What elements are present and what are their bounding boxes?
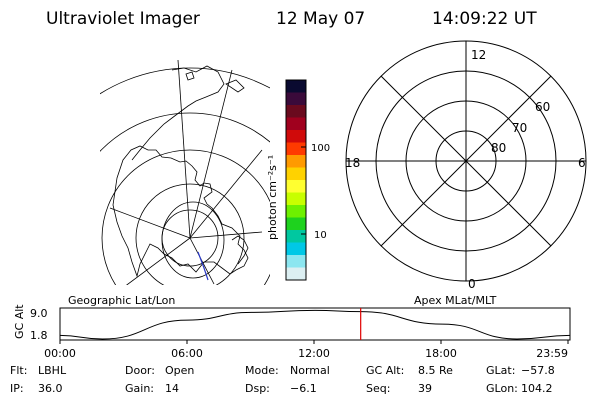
geo-lat-circle bbox=[135, 183, 245, 285]
geo-meridian bbox=[126, 237, 191, 285]
status-field-value: Open bbox=[165, 364, 194, 377]
altitude-xtick-label: 12:00 bbox=[298, 347, 330, 360]
mlat-label-80: 80 bbox=[491, 141, 506, 155]
mlt-label-0: 0 bbox=[468, 277, 476, 291]
colorbar-band bbox=[286, 105, 306, 118]
status-field-key: Flt: bbox=[10, 364, 27, 377]
geo-lat-circle bbox=[100, 112, 270, 152]
time-label: 14:09:22 UT bbox=[432, 9, 537, 29]
altitude-axis-label: GC Alt bbox=[13, 304, 26, 339]
geo-panel-label: Geographic Lat/Lon bbox=[68, 294, 175, 307]
status-field-value: 8.5 Re bbox=[418, 364, 453, 377]
altitude-xtick-label: 23:59 bbox=[536, 347, 568, 360]
colorbar-band bbox=[286, 167, 306, 181]
colorbar-band bbox=[286, 205, 306, 218]
altitude-xtick-label: 00:00 bbox=[44, 347, 76, 360]
colorbar-band bbox=[286, 80, 306, 93]
date-label: 12 May 07 bbox=[276, 9, 365, 29]
status-field-value: −57.8 bbox=[521, 364, 555, 377]
status-field-value: 14 bbox=[165, 382, 179, 395]
altitude-x-ticks: 00:00 06:00 12:00 18:00 23:59 bbox=[44, 340, 569, 360]
altitude-chart bbox=[59, 307, 571, 341]
colorbar-band bbox=[286, 217, 306, 231]
spacecraft-track bbox=[197, 251, 209, 281]
colorbar-band bbox=[286, 180, 306, 193]
colorbar-tick-label: 10 bbox=[314, 230, 327, 241]
geo-meridian bbox=[189, 149, 263, 239]
altitude-series-line bbox=[59, 309, 571, 340]
colorbar-band bbox=[286, 255, 306, 268]
colorbar-band bbox=[286, 267, 306, 281]
apex-polar-plot bbox=[345, 40, 587, 282]
coastline bbox=[231, 235, 249, 265]
status-field-key: IP: bbox=[10, 382, 24, 395]
coastline bbox=[112, 145, 249, 278]
altitude-chart-frame bbox=[59, 307, 571, 341]
status-field-value: LBHL bbox=[38, 364, 67, 377]
status-field-key: GLon: bbox=[486, 382, 518, 395]
mlat-label-70: 70 bbox=[512, 121, 527, 135]
geographic-map bbox=[100, 59, 270, 285]
colorbar-band bbox=[286, 192, 306, 206]
status-field-key: Dsp: bbox=[245, 382, 270, 395]
geo-meridian bbox=[189, 69, 233, 239]
colorbar-tick-label: 100 bbox=[311, 143, 330, 154]
colorbar-band bbox=[286, 130, 306, 143]
mlt-label-12: 12 bbox=[471, 48, 486, 62]
status-field-value: 39 bbox=[418, 382, 432, 395]
colorbar-band bbox=[286, 142, 306, 156]
geo-lat-circle bbox=[100, 67, 270, 95]
status-footer: Flt: LBHL Door: Open Mode: Normal GC Alt: 8.5 R… bbox=[10, 364, 555, 395]
coastline bbox=[225, 79, 245, 93]
status-field-key: Mode: bbox=[245, 364, 279, 377]
colorbar-band bbox=[286, 92, 306, 106]
status-field-key: Door: bbox=[125, 364, 155, 377]
altitude-ytick: 1.8 bbox=[30, 329, 48, 342]
mlt-label-6: 6 bbox=[578, 156, 586, 170]
status-field-key: Seq: bbox=[366, 382, 390, 395]
instrument-title: Ultraviolet Imager bbox=[46, 9, 200, 29]
status-field-key: Gain: bbox=[125, 382, 154, 395]
colorbar-band bbox=[286, 155, 306, 168]
mlt-label-18: 18 bbox=[345, 156, 360, 170]
status-field-value: 104.2 bbox=[521, 382, 553, 395]
geo-meridian bbox=[109, 207, 191, 239]
altitude-xtick-label: 18:00 bbox=[425, 347, 457, 360]
status-field-value: Normal bbox=[290, 364, 330, 377]
colorbar-band bbox=[286, 242, 306, 256]
altitude-ytick: 9.0 bbox=[30, 307, 48, 320]
geo-meridian bbox=[189, 231, 263, 239]
colorbar bbox=[285, 79, 307, 281]
status-field-key: GLat: bbox=[486, 364, 515, 377]
altitude-xtick-label: 06:00 bbox=[171, 347, 203, 360]
geo-lat-circle bbox=[101, 149, 270, 285]
geo-meridian bbox=[177, 59, 191, 239]
mlat-label-60: 60 bbox=[535, 100, 550, 114]
colorbar-band bbox=[286, 230, 306, 243]
mlt-diagonal bbox=[380, 75, 552, 247]
status-field-value: 36.0 bbox=[38, 382, 63, 395]
auroral-oval bbox=[161, 201, 225, 279]
coastline bbox=[185, 71, 195, 81]
colorbar-band bbox=[286, 117, 306, 131]
coastline bbox=[131, 65, 225, 161]
colorbar-unit-label: photon cm⁻²s⁻¹ bbox=[266, 155, 279, 240]
status-field-value: −6.1 bbox=[290, 382, 317, 395]
apex-panel-label: Apex MLat/MLT bbox=[414, 294, 497, 307]
status-field-key: GC Alt: bbox=[366, 364, 404, 377]
colorbar-frame bbox=[285, 79, 307, 281]
